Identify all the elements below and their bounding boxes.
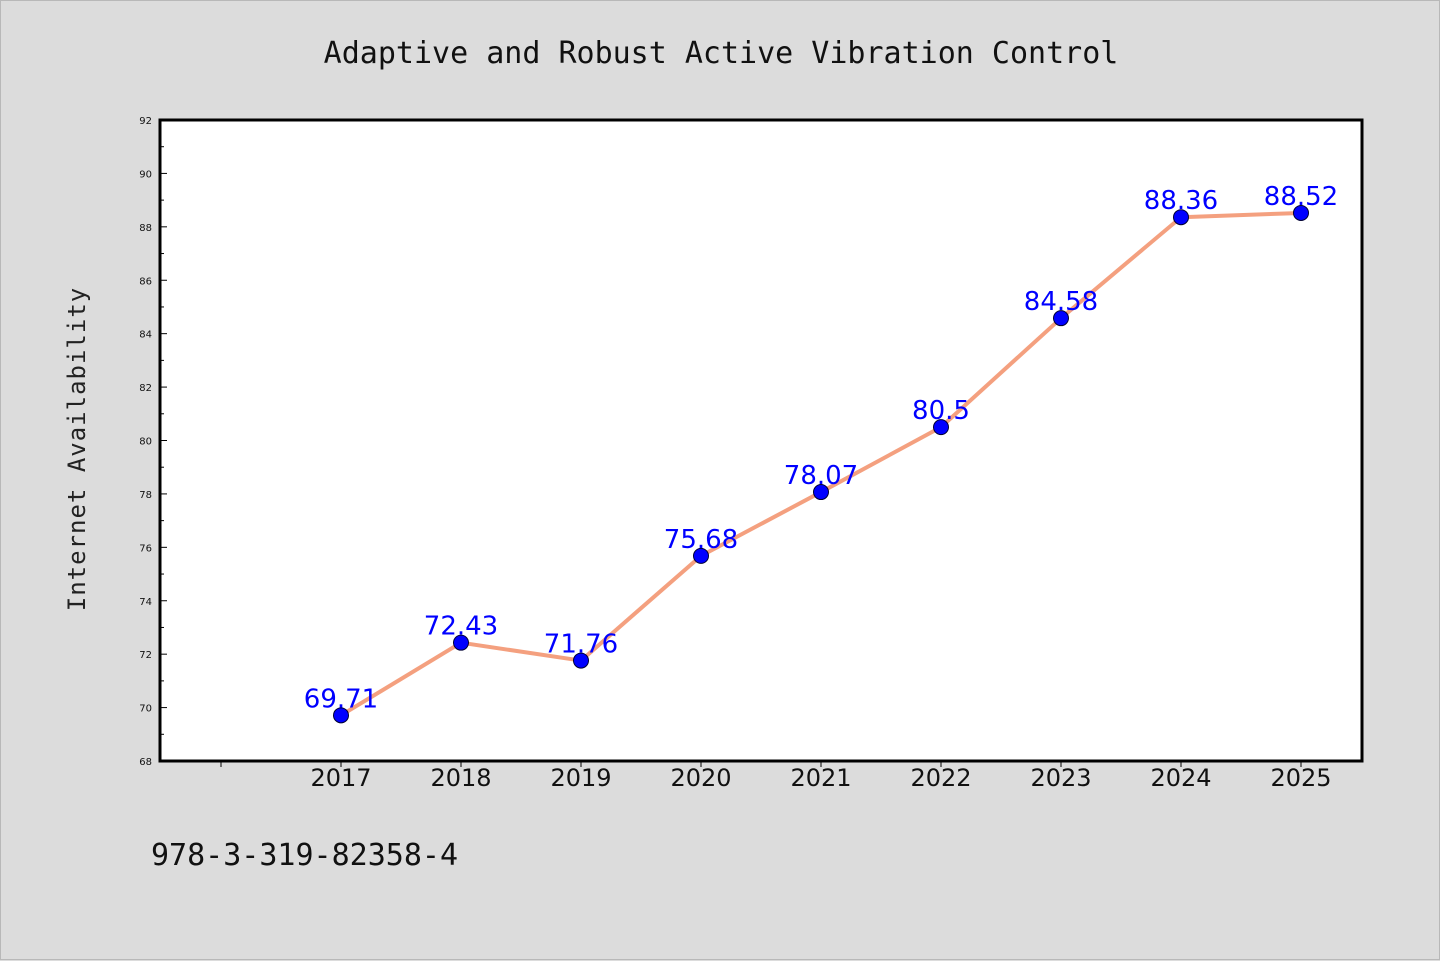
y-axis: 68 70 72 74 76 78 80 82 84 86 88 90 92 [139, 116, 167, 768]
y-tick-label: 90 [139, 169, 152, 180]
y-tick-label: 78 [139, 490, 152, 501]
data-point-marker [333, 707, 349, 724]
data-point-label: 72.43 [424, 612, 498, 642]
chart-title: Adaptive and Robust Active Vibration Con… [324, 36, 1119, 71]
x-tick-label: 2021 [790, 764, 851, 792]
data-point-label: 84.58 [1024, 287, 1098, 317]
y-tick-label: 80 [139, 437, 152, 448]
y-tick-label: 74 [139, 597, 152, 608]
y-tick-label: 72 [139, 650, 152, 661]
data-point-marker [1173, 209, 1189, 226]
y-tick-label: 88 [139, 223, 152, 234]
y-axis-label: Internet Availability [63, 287, 91, 611]
data-markers [333, 204, 1309, 724]
y-tick-label: 76 [139, 543, 152, 554]
data-point-label: 88.36 [1144, 186, 1218, 216]
y-tick-label: 84 [139, 330, 152, 341]
x-tick-label: 2025 [1270, 764, 1331, 792]
data-point-marker [1293, 204, 1309, 221]
y-tick-label: 86 [139, 276, 152, 287]
x-tick-label: 2017 [310, 764, 371, 792]
data-point-marker [933, 419, 949, 436]
data-point-marker [453, 634, 469, 651]
data-point-marker [693, 547, 709, 564]
x-tick-label: 2022 [910, 764, 971, 792]
data-point-label: 80.5 [912, 396, 970, 426]
y-tick-label: 70 [139, 704, 152, 715]
data-point-label: 69.71 [304, 684, 378, 714]
x-axis: 2017 2018 2019 2020 2021 2022 2023 2024 2025 [220, 761, 1332, 792]
data-point-marker [813, 484, 829, 501]
x-tick-label: 2018 [430, 764, 491, 792]
plot-area [158, 118, 1364, 763]
y-tick-label: 82 [139, 383, 152, 394]
x-tick-label: 2019 [550, 764, 611, 792]
data-point-marker [573, 652, 589, 669]
footer-isbn: 978-3-319-82358-4 [151, 838, 458, 873]
data-point-label: 71.76 [544, 630, 618, 660]
data-point-label: 75.68 [664, 525, 738, 555]
y-tick-label: 68 [139, 757, 152, 768]
x-tick-label: 2020 [670, 764, 731, 792]
x-tick-label: 2023 [1030, 764, 1091, 792]
y-tick-label: 92 [139, 116, 152, 127]
data-point-marker [1053, 310, 1069, 327]
data-point-label: 88.52 [1264, 182, 1338, 212]
data-point-label: 78.07 [784, 461, 858, 491]
data-labels: 69.71 72.43 71.76 75.68 78.07 80.5 84.58 88.36 8… [304, 182, 1338, 714]
x-tick-label: 2024 [1150, 764, 1211, 792]
